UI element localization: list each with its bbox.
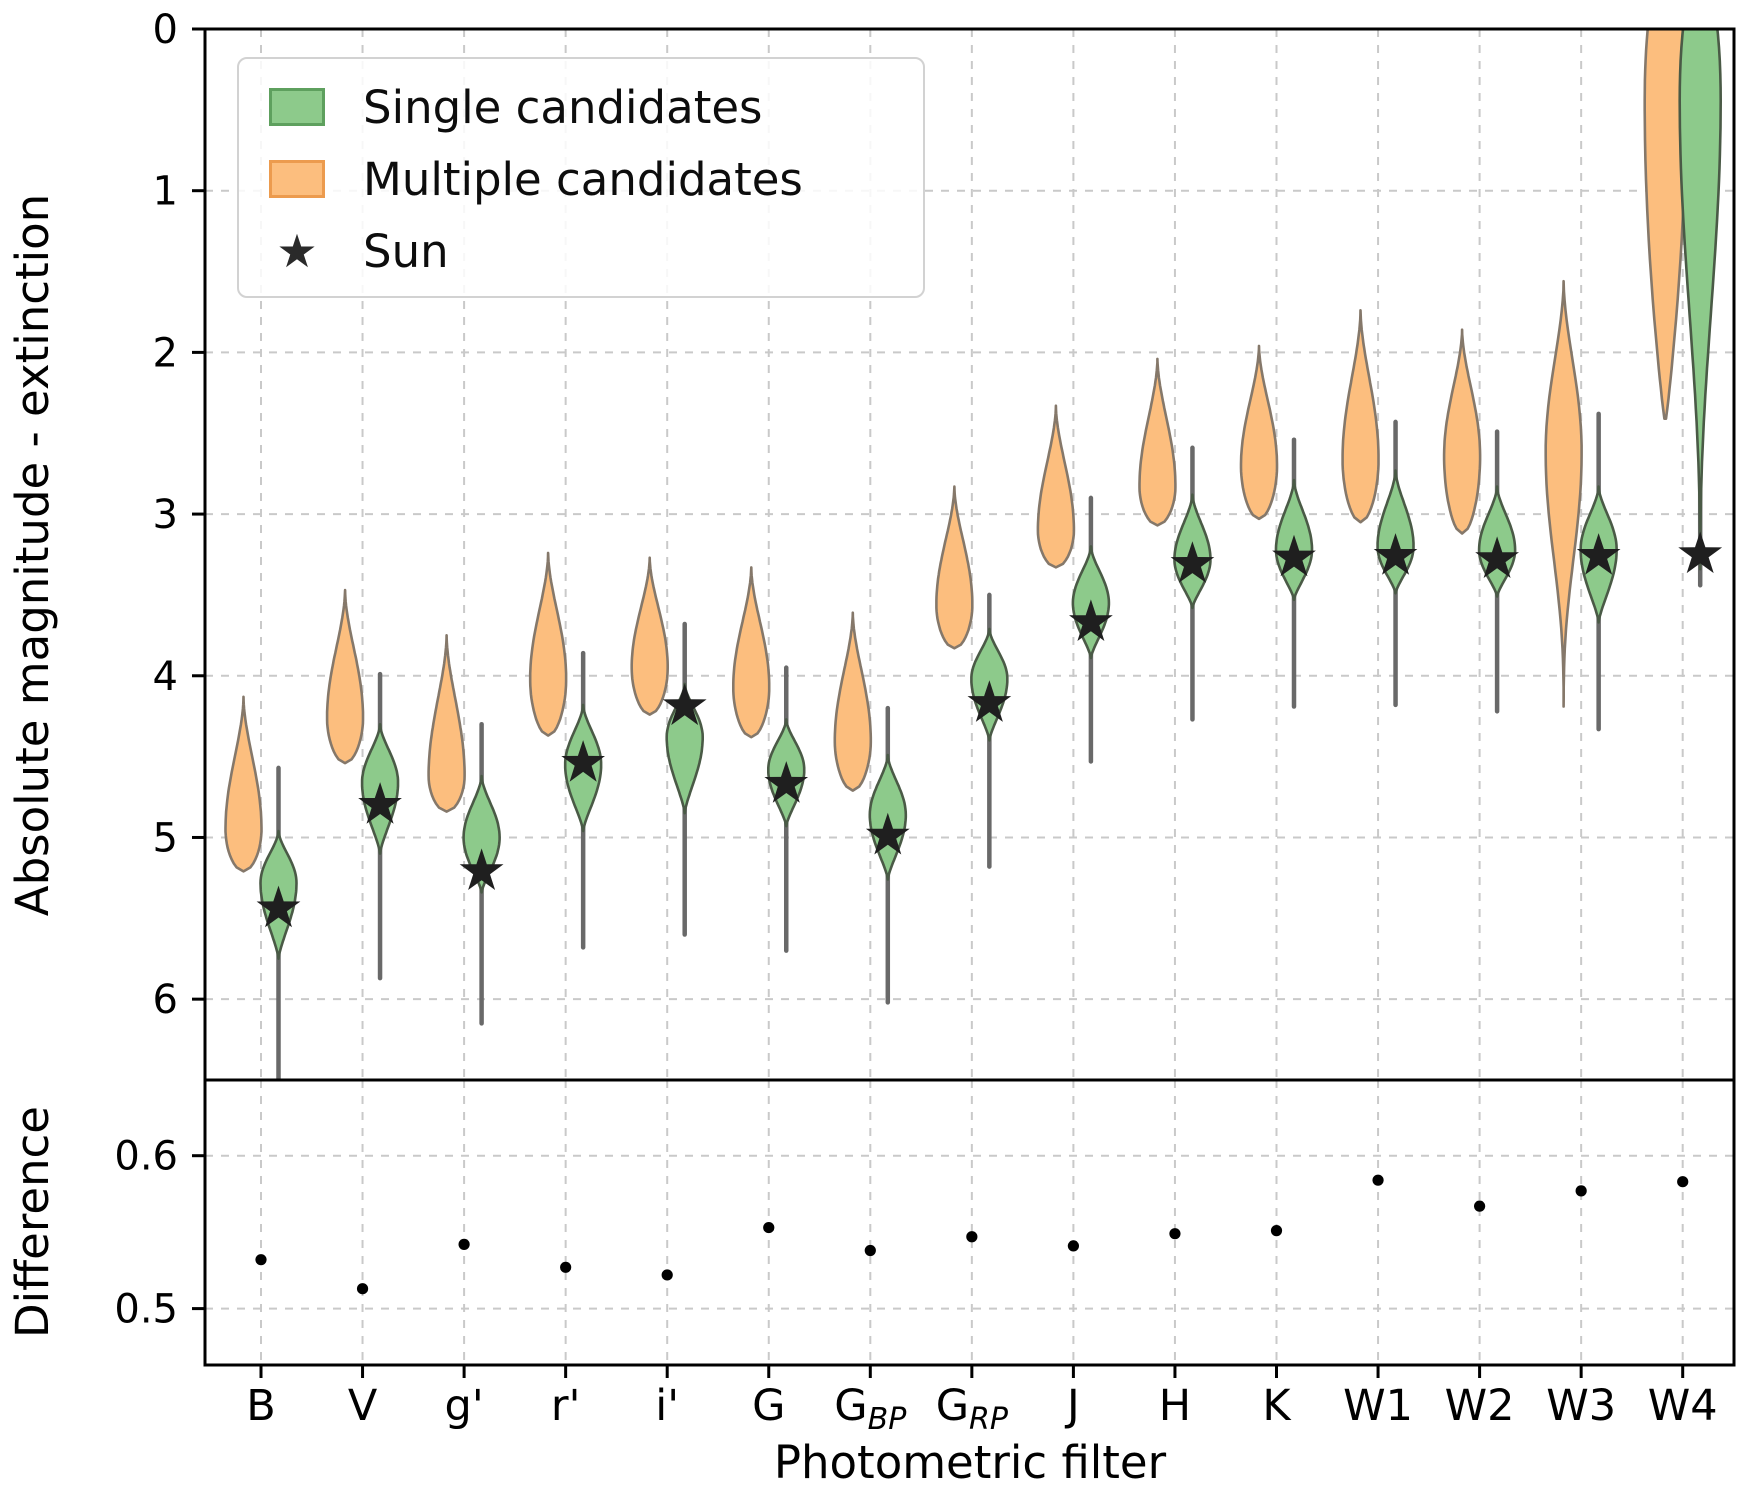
xtick-label-V: V <box>348 1381 378 1431</box>
violin-multiple-G_RP <box>935 485 974 650</box>
axes-frame <box>192 27 1736 1378</box>
xtick-label-G_RP: GRP <box>936 1381 1009 1437</box>
sun-star-V <box>358 782 402 824</box>
diff-point-G <box>763 1221 775 1234</box>
sun-star-W3 <box>1576 533 1621 575</box>
violin-multiple-V <box>325 588 365 765</box>
ytick-label-diff-0.5: 0.5 <box>114 1287 178 1333</box>
sun-star-G_RP <box>967 680 1012 722</box>
violin-single-g' <box>462 774 501 894</box>
diff-point-G_BP <box>864 1244 876 1257</box>
xtick-label-H: H <box>1159 1381 1191 1431</box>
xtick-label-g': g' <box>445 1381 484 1431</box>
xtick-label-G: G <box>752 1381 785 1431</box>
legend: Single candidates Multiple candidates ★ … <box>237 57 925 298</box>
diff-panel-border <box>203 1078 1736 1367</box>
ytick-label-main-4: 4 <box>153 654 178 700</box>
sun-markers <box>256 531 1723 928</box>
violin-single-W1 <box>1376 469 1415 595</box>
ytick-label-main-3: 3 <box>153 492 178 538</box>
single-candidates-swatch-icon <box>269 88 325 126</box>
legend-label-single: Single candidates <box>363 80 763 134</box>
diff-point-W4 <box>1677 1176 1689 1188</box>
xtick-label-i': i' <box>655 1381 679 1431</box>
sun-star-icon: ★ <box>276 224 318 278</box>
violin-multiple-W1 <box>1341 309 1380 524</box>
violin-single-W4 <box>1678 30 1722 571</box>
violin-multiple-G <box>732 566 771 739</box>
violin-multiple-J <box>1036 404 1076 569</box>
diff-point-V <box>356 1283 369 1295</box>
legend-item-multiple: Multiple candidates <box>269 143 923 215</box>
xlabel: Photometric filter <box>774 1436 1167 1489</box>
sun-star-G <box>764 761 809 803</box>
sun-star-W1 <box>1373 533 1418 575</box>
multiple-candidates-swatch-icon <box>269 160 325 198</box>
sun-star-J <box>1069 599 1113 641</box>
ytick-label-diff-0.6: 0.6 <box>114 1134 178 1180</box>
violin-multiple-W2 <box>1442 328 1482 535</box>
violin-multiple-W3 <box>1544 279 1583 708</box>
diff-point-W2 <box>1474 1200 1486 1212</box>
xtick-label-B: B <box>246 1381 276 1431</box>
diff-point-G_RP <box>966 1231 978 1243</box>
legend-label-multiple: Multiple candidates <box>363 152 803 206</box>
sun-star-r' <box>561 740 605 782</box>
diff-point-i' <box>661 1269 673 1281</box>
ytick-label-main-0: 0 <box>153 7 178 53</box>
diff-point-J <box>1067 1240 1079 1252</box>
violin-multiple-i' <box>630 556 669 716</box>
xtick-label-W4: W4 <box>1648 1381 1718 1431</box>
violin-multiple-G_BP <box>833 611 873 792</box>
xtick-label-G_BP: GBP <box>834 1381 907 1437</box>
sun-star-W4 <box>1678 531 1723 574</box>
sun-star-G_BP <box>865 812 910 855</box>
sun-star-i' <box>662 683 707 726</box>
xtick-label-J: J <box>1064 1381 1080 1431</box>
xtick-label-K: K <box>1262 1381 1292 1431</box>
violin-multiple-r' <box>528 551 568 737</box>
diff-point-W1 <box>1372 1174 1384 1186</box>
violin-multiple-g' <box>427 634 466 813</box>
legend-item-single: Single candidates <box>269 71 923 143</box>
diff-point-B <box>255 1254 267 1266</box>
sun-star-K <box>1272 534 1316 577</box>
violin-multiple-K <box>1239 344 1279 521</box>
diff-point-H <box>1169 1228 1181 1240</box>
diff-point-W3 <box>1575 1185 1587 1197</box>
diff-point-r' <box>560 1261 572 1273</box>
legend-item-sun: ★ Sun <box>269 215 923 287</box>
sun-star-W2 <box>1475 536 1519 578</box>
ytick-label-main-1: 1 <box>153 169 178 215</box>
difference-points <box>255 1174 1689 1295</box>
violin-multiple-H <box>1138 357 1177 527</box>
diff-ylabel: Difference <box>6 1106 59 1338</box>
ytick-label-main-6: 6 <box>153 977 178 1023</box>
main-ylabel: Absolute magnitude - extinction <box>6 194 59 916</box>
sun-star-H <box>1170 541 1215 583</box>
xtick-label-W3: W3 <box>1546 1381 1616 1431</box>
ytick-label-main-2: 2 <box>153 330 178 376</box>
sun-star-g' <box>459 848 504 890</box>
diff-point-g' <box>458 1238 470 1250</box>
legend-label-sun: Sun <box>363 224 449 278</box>
xtick-label-r': r' <box>551 1381 581 1431</box>
xtick-label-W2: W2 <box>1445 1381 1515 1431</box>
xtick-label-W1: W1 <box>1343 1381 1413 1431</box>
ytick-label-main-5: 5 <box>153 815 178 861</box>
sun-star-B <box>256 885 301 928</box>
diff-point-K <box>1270 1225 1283 1237</box>
violin-multiple-B <box>224 695 263 873</box>
